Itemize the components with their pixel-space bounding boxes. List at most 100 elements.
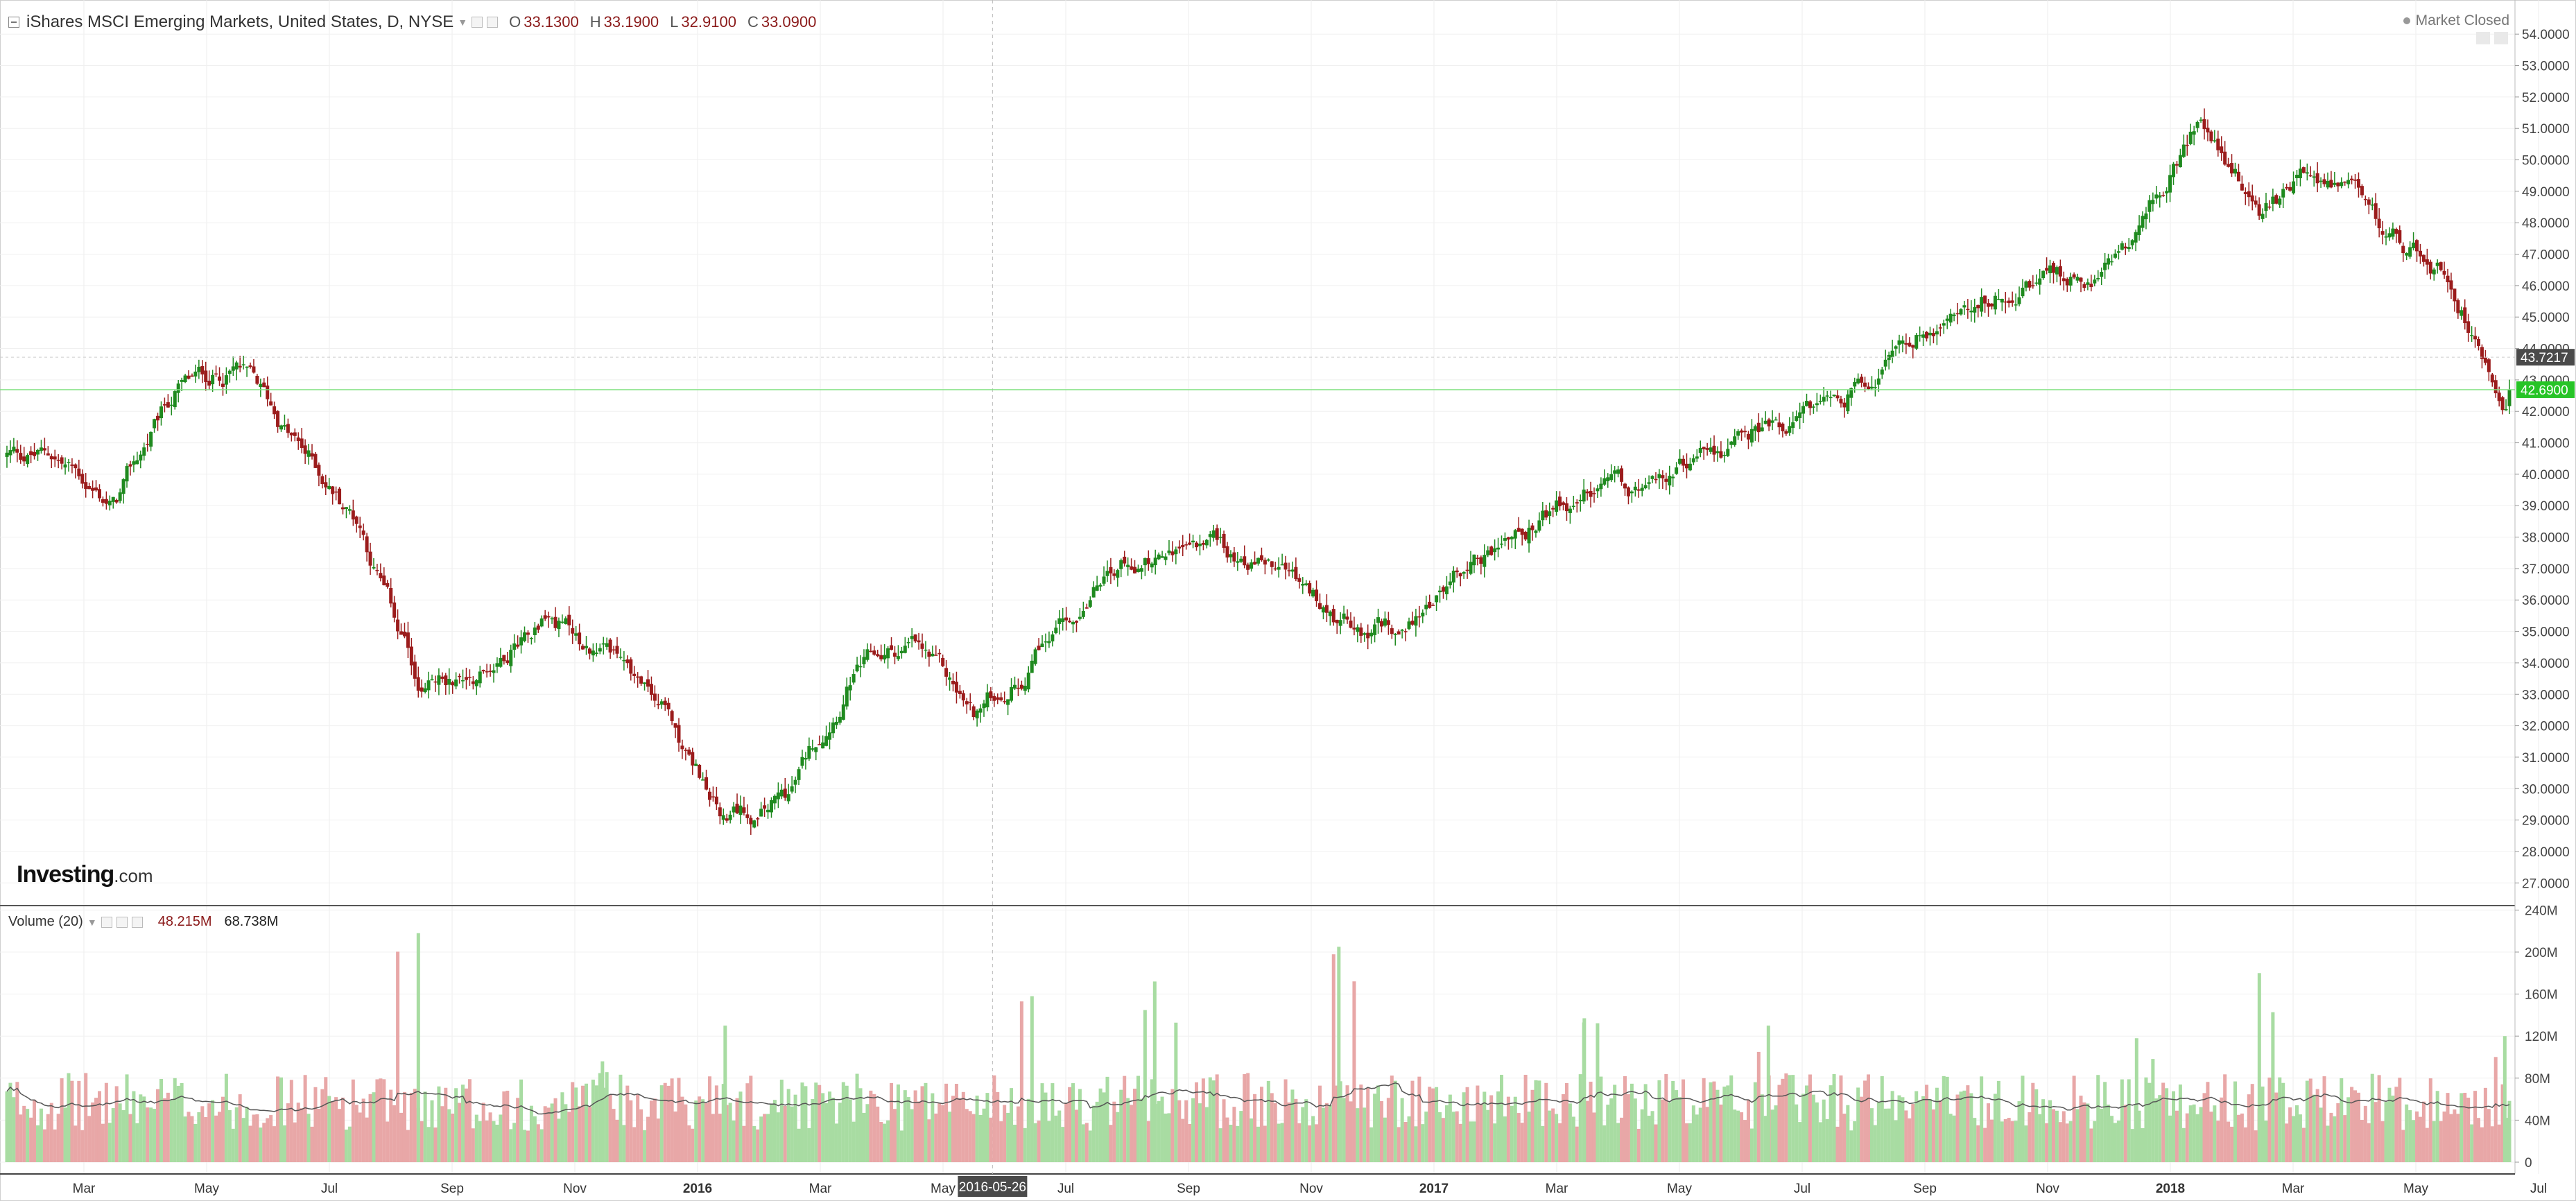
candle-body [1030, 660, 1034, 673]
volume-bar [1626, 1094, 1630, 1162]
candle-body [1740, 430, 1744, 433]
settings-icon[interactable] [472, 17, 483, 28]
volume-bar [94, 1098, 98, 1162]
candle [591, 643, 595, 662]
candle [2130, 239, 2134, 250]
volume-bar [1019, 1001, 1023, 1162]
candle [1719, 441, 1723, 459]
candle-body [293, 432, 297, 436]
candle-body [1914, 335, 1919, 349]
hide-icon[interactable] [116, 916, 128, 928]
candle [1266, 558, 1270, 562]
candle [1462, 571, 1466, 579]
candle-body [2058, 266, 2062, 277]
volume-bar [60, 1078, 64, 1162]
volume-bar [402, 1091, 406, 1162]
volume-bar [1091, 1105, 1096, 1162]
candle-body [1266, 559, 1270, 561]
candle [1225, 542, 1229, 563]
volume-bar [1962, 1090, 1966, 1162]
price-tick-label: 46.0000 [2522, 279, 2570, 294]
candle [467, 669, 472, 686]
volume-bar [1945, 1076, 1949, 1162]
candle-body [1867, 386, 1871, 390]
volume-bar [906, 1097, 910, 1162]
candle-body [1935, 331, 1939, 335]
candle-body [738, 805, 743, 815]
volume-bar [433, 1127, 438, 1162]
candle [1715, 446, 1720, 462]
candle-body [447, 679, 451, 685]
candle [629, 657, 633, 681]
candle-body [769, 800, 773, 813]
candle [2161, 191, 2166, 198]
price-tick-label: 49.0000 [2522, 185, 2570, 200]
candle [2000, 298, 2004, 311]
candle [2428, 259, 2432, 279]
candle-body [296, 437, 300, 442]
candle [1976, 304, 1980, 318]
candle-body [2199, 119, 2203, 121]
volume-bar [965, 1109, 969, 1162]
candle [372, 558, 376, 570]
candle-body [1585, 491, 1589, 494]
scroll-down-icon[interactable] [2494, 32, 2508, 44]
candle-body [1500, 543, 1504, 545]
chevron-down-icon[interactable]: ▼ [87, 916, 97, 928]
candle-body [1722, 454, 1727, 456]
volume-bar [74, 1125, 78, 1162]
volume-bar [63, 1107, 67, 1162]
candle [159, 401, 163, 426]
scroll-up-icon[interactable] [2476, 32, 2490, 44]
volume-bar [458, 1103, 462, 1162]
candle [732, 802, 736, 818]
volume-bar [931, 1093, 935, 1162]
candle-body [2096, 277, 2100, 279]
volume-bar [1071, 1083, 1075, 1162]
price-tick-label: 41.0000 [2522, 437, 2570, 451]
close-icon[interactable] [131, 916, 143, 928]
candle [2014, 293, 2018, 311]
candle-body [1280, 564, 1284, 566]
candle [1489, 545, 1494, 556]
volume-bar [529, 1105, 533, 1162]
candle [1057, 610, 1062, 635]
candle [865, 643, 870, 662]
candle-body [2285, 187, 2289, 189]
candle-body [1349, 620, 1353, 628]
volume-bar [2326, 1125, 2330, 1162]
volume-bar [855, 1073, 859, 1162]
volume-bar [1733, 1109, 1737, 1162]
volume-bar [2367, 1123, 2371, 1162]
candle [1236, 551, 1240, 571]
collapse-legend-icon[interactable] [8, 17, 19, 28]
candle [1431, 603, 1435, 606]
candle [920, 633, 924, 658]
candle-body [2333, 182, 2337, 185]
candle-body [1709, 447, 1713, 452]
candle-body [1123, 556, 1127, 564]
candle [862, 649, 866, 668]
candle [1935, 325, 1939, 345]
candle [1647, 475, 1651, 490]
volume-bar [1880, 1076, 1884, 1162]
volume-bar [289, 1080, 293, 1162]
chevron-down-icon[interactable]: ▼ [458, 17, 468, 28]
investing-logo[interactable]: Investing.com [17, 861, 153, 888]
candle [63, 457, 67, 475]
settings-icon[interactable] [101, 916, 112, 928]
candle-body [1157, 554, 1161, 560]
candle [2380, 221, 2385, 245]
candle [2250, 184, 2254, 211]
candle [1661, 470, 1665, 490]
hide-icon[interactable] [487, 17, 499, 28]
volume-bar [488, 1112, 492, 1162]
candle-body [2165, 191, 2169, 193]
volume-bar [2048, 1100, 2052, 1162]
candle [931, 646, 935, 657]
volume-bar [1756, 1051, 1761, 1162]
candle [1760, 417, 1764, 432]
volume-bar [924, 1082, 928, 1162]
